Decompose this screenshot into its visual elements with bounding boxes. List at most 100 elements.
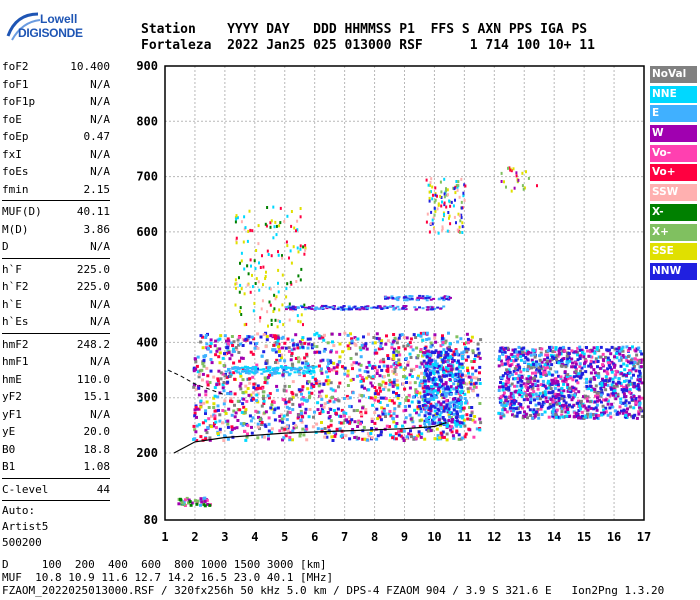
echo-point (305, 352, 309, 356)
echo-point (302, 433, 306, 437)
echo-point (338, 427, 342, 431)
echo-point (414, 393, 418, 397)
echo-point (355, 361, 358, 365)
echo-point (447, 413, 451, 417)
echo-point (430, 222, 432, 225)
echo-point (304, 424, 308, 428)
echo-point (625, 384, 629, 388)
echo-point (328, 415, 332, 418)
echo-point (503, 362, 507, 366)
echo-point (544, 392, 548, 396)
echo-point (415, 411, 418, 415)
echo-point (512, 409, 516, 413)
echo-point (509, 409, 513, 413)
echo-point (248, 381, 252, 385)
echo-point (199, 498, 203, 502)
echo-point (305, 354, 309, 358)
echo-point (507, 166, 509, 170)
echo-point (332, 366, 336, 370)
echo-point (431, 392, 435, 396)
echo-point (233, 403, 236, 407)
echo-point (464, 401, 467, 405)
echo-point (285, 295, 288, 299)
echo-point (436, 355, 440, 359)
echo-point (415, 346, 419, 350)
echo-point (604, 379, 608, 383)
param-name: MUF(D) (2, 205, 42, 218)
echo-point (531, 371, 534, 375)
echo-point (218, 347, 222, 351)
echo-point (613, 375, 617, 379)
echo-point (370, 420, 374, 423)
echo-point (408, 413, 412, 417)
echo-point (289, 358, 293, 362)
echo-point (594, 357, 598, 361)
echo-point (329, 387, 333, 391)
echo-point (457, 212, 460, 216)
echo-point (364, 411, 368, 415)
echo-point (340, 408, 344, 412)
echo-point (592, 407, 596, 411)
echo-point (266, 206, 269, 209)
echo-point (182, 500, 186, 504)
echo-point (304, 362, 308, 366)
echo-point (281, 303, 284, 307)
echo-point (240, 313, 243, 316)
echo-point (455, 352, 459, 356)
echo-point (425, 389, 428, 393)
echo-point (402, 296, 406, 299)
echo-point (443, 203, 446, 207)
echo-point (414, 308, 418, 311)
echo-point (453, 187, 456, 191)
echo-point (553, 386, 557, 390)
echo-point (301, 336, 305, 340)
echo-point (443, 418, 447, 422)
echo-point (249, 341, 253, 345)
echo-point (304, 246, 307, 250)
echo-point (369, 432, 373, 435)
echo-point (457, 184, 460, 188)
echo-point (313, 333, 317, 337)
echo-point (626, 407, 629, 411)
echo-point (429, 390, 433, 394)
echo-point (407, 393, 411, 397)
echo-point (513, 414, 517, 418)
echo-point (289, 249, 292, 253)
echo-point (405, 435, 409, 439)
echo-point (457, 180, 460, 184)
echo-point (327, 362, 331, 366)
echo-point (638, 350, 642, 353)
param-row: foF2 10.400 (2, 58, 110, 76)
echo-point (260, 421, 264, 424)
echo-point (586, 408, 590, 412)
chart-axes: 1 2 3 4 5 6 7 8 9 10 11 12 13 14 15 16 17802003004005006… (136, 59, 651, 544)
echo-point (342, 397, 346, 400)
param-row: MUF(D) 40.11 (2, 203, 110, 221)
echo-point (569, 390, 573, 394)
echo-point (249, 228, 252, 232)
echo-point (431, 197, 434, 201)
echo-point (287, 366, 291, 369)
echo-point (291, 408, 295, 412)
echo-point (461, 414, 465, 418)
echo-point (458, 406, 462, 410)
echo-point (429, 402, 433, 406)
echo-point (416, 405, 420, 409)
echo-point (537, 362, 541, 366)
echo-point (501, 382, 505, 386)
echo-point (502, 391, 506, 395)
echo-point (387, 373, 390, 377)
echo-point (445, 298, 449, 300)
echo-point (454, 348, 458, 352)
echo-point (282, 436, 286, 440)
echo-point (411, 395, 415, 399)
echo-point (373, 366, 377, 370)
echo-point (310, 306, 314, 309)
echo-point (286, 244, 289, 248)
echo-point (382, 409, 386, 413)
echo-point (360, 343, 364, 347)
echo-point (422, 353, 426, 357)
echo-point (448, 378, 452, 381)
echo-point (212, 424, 216, 428)
echo-point (179, 498, 183, 502)
